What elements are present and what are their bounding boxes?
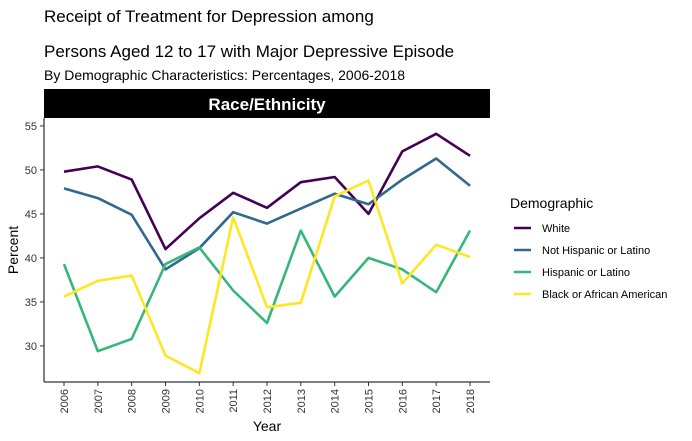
y-tick-label: 45 — [25, 209, 37, 221]
legend-label-not-hispanic-or-latino: Not Hispanic or Latino — [542, 245, 650, 257]
y-tick-label: 55 — [25, 121, 37, 133]
facet-strip — [44, 89, 490, 118]
x-tick-label: 2016 — [397, 389, 409, 413]
x-tick-label: 2012 — [262, 389, 274, 413]
y-tick-label: 50 — [25, 165, 37, 177]
x-tick-label: 2007 — [93, 389, 105, 413]
series-line-black-or-african-american — [63, 179, 471, 375]
x-tick-label: 2017 — [431, 389, 443, 413]
x-tick-label: 2014 — [330, 389, 342, 413]
legend-label-white: White — [542, 223, 570, 235]
series-line-white — [63, 132, 471, 251]
x-tick-label: 2013 — [296, 389, 308, 413]
y-axis-title: Percent — [5, 226, 21, 274]
x-tick-label: 2009 — [161, 389, 173, 413]
legend-title: Demographic — [510, 195, 593, 211]
series-line-not-hispanic-or-latino — [63, 157, 471, 271]
x-tick-label: 2015 — [364, 389, 376, 413]
chart-title-line2: Persons Aged 12 to 17 with Major Depress… — [44, 42, 454, 61]
legend-label-hispanic-or-latino: Hispanic or Latino — [542, 267, 630, 279]
x-tick-label: 2010 — [194, 389, 206, 413]
plot-panel: 30 35 40 45 50 55 2006 2007 2008 2009 2010 2011 2012… — [25, 118, 490, 413]
x-tick-label: 2011 — [228, 389, 240, 413]
x-tick-label: 2018 — [465, 389, 477, 413]
y-tick-label: 35 — [25, 297, 37, 309]
y-tick-label: 30 — [25, 341, 37, 353]
facet-strip-label: Race/Ethnicity — [208, 95, 326, 114]
chart-subtitle: By Demographic Characteristics: Percenta… — [44, 67, 405, 83]
legend: White Not Hispanic or Latino Hispanic or L… — [514, 223, 667, 301]
legend-label-black-or-african-american: Black or African American — [542, 289, 667, 301]
series-line-hispanic-or-latino — [62, 229, 472, 353]
x-axis-title: Year — [253, 418, 282, 434]
x-tick-label: 2008 — [127, 389, 139, 413]
y-tick-label: 40 — [25, 253, 37, 265]
x-tick-label: 2006 — [59, 389, 71, 413]
chart-title-line1: Receipt of Treatment for Depression amon… — [44, 7, 374, 26]
